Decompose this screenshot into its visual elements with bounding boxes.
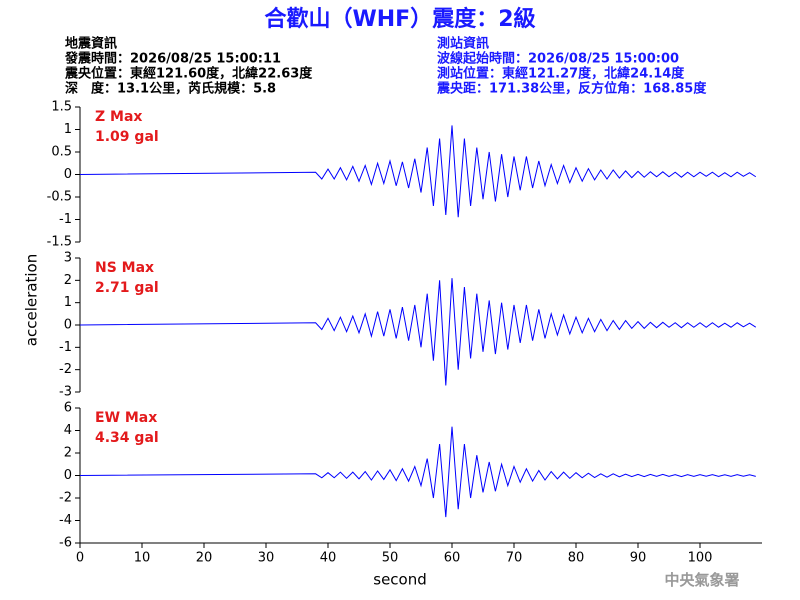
x-tick-label: 60 — [444, 551, 461, 566]
y-tick-label: 1 — [64, 122, 72, 137]
y-tick-label: 0 — [64, 468, 72, 483]
y-tick-label: 0.5 — [51, 145, 72, 160]
y-tick-label: -1 — [59, 340, 72, 355]
max-label: 4.34 gal — [95, 430, 159, 446]
y-tick-label: 0 — [64, 318, 72, 333]
info-left: 震央位置：東經121.60度，北緯22.63度 — [64, 66, 313, 82]
x-tick-label: 100 — [688, 551, 713, 566]
y-tick-label: -2 — [59, 491, 72, 506]
panel-label: EW Max — [95, 410, 157, 426]
info-right: 波線起始時間：2026/08/25 15:00:00 — [437, 51, 679, 67]
x-tick-label: 10 — [134, 551, 151, 566]
y-tick-label: 6 — [64, 401, 72, 416]
watermark: 中央氣象署 — [664, 571, 739, 589]
info-left: 發震時間：2026/08/25 15:00:11 — [64, 51, 281, 67]
info-left: 地震資訊 — [65, 36, 117, 52]
x-tick-label: 50 — [382, 551, 399, 566]
info-right: 測站位置：東經121.27度，北緯24.14度 — [437, 66, 685, 82]
title: 合歡山（WHF）震度：2級 — [264, 6, 535, 32]
x-tick-label: 0 — [76, 551, 84, 566]
y-tick-label: -4 — [59, 513, 72, 528]
y-axis-label: acceleration — [23, 254, 41, 346]
x-tick-label: 80 — [568, 551, 585, 566]
y-tick-label: -3 — [59, 385, 72, 400]
y-tick-label: 1.5 — [51, 100, 72, 115]
waveform — [79, 278, 757, 386]
y-tick-label: -0.5 — [47, 190, 72, 205]
panel-label: NS Max — [95, 260, 154, 276]
y-tick-label: -2 — [59, 362, 72, 377]
y-tick-label: -6 — [59, 536, 72, 551]
y-tick-label: -1.5 — [47, 235, 72, 250]
y-tick-label: 0 — [64, 167, 72, 182]
y-tick-label: 2 — [64, 273, 72, 288]
x-tick-label: 20 — [196, 551, 213, 566]
x-tick-label: 90 — [630, 551, 647, 566]
x-tick-label: 70 — [506, 551, 523, 566]
y-tick-label: 3 — [64, 251, 72, 266]
y-tick-label: 2 — [64, 446, 72, 461]
info-right: 震央距：171.38公里，反方位角：168.85度 — [436, 81, 707, 97]
panel-label: Z Max — [95, 109, 142, 125]
max-label: 2.71 gal — [95, 280, 159, 296]
info-right: 測站資訊 — [437, 36, 489, 52]
x-tick-label: 30 — [258, 551, 275, 566]
y-tick-label: 4 — [64, 423, 72, 438]
y-tick-label: -1 — [59, 212, 72, 227]
waveform — [79, 426, 756, 518]
y-tick-label: 1 — [64, 295, 72, 310]
x-axis-label: second — [373, 571, 427, 589]
info-left: 深 度：13.1公里，芮氏規模：5.8 — [65, 81, 276, 97]
waveform — [79, 125, 757, 218]
max-label: 1.09 gal — [95, 129, 159, 145]
x-tick-label: 40 — [320, 551, 337, 566]
